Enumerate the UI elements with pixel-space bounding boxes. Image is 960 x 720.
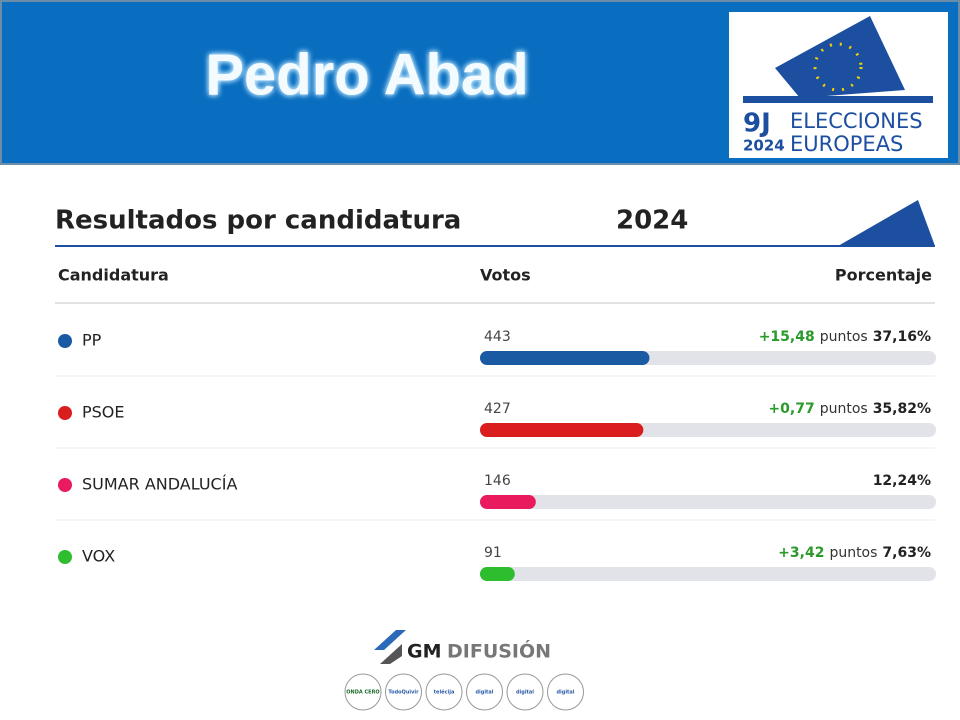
bar (480, 567, 515, 581)
percentage: +15,48 puntos 37,16% (759, 329, 931, 345)
logo-year: 2024 (743, 137, 785, 155)
media-name: digital (475, 690, 493, 696)
change: +15,48 (759, 329, 815, 345)
party-name: VOX (82, 547, 115, 566)
logo-line1: ELECCIONES (790, 109, 923, 133)
column-header: Votos (480, 266, 531, 285)
media-logo (547, 673, 584, 711)
bar (480, 495, 536, 509)
media-logo (506, 673, 544, 711)
section-flag (838, 200, 935, 246)
votes: 146 (484, 473, 511, 489)
brand: GM (407, 641, 442, 663)
percent-label: 12,24% (873, 473, 931, 489)
section-year: 2024 (616, 206, 688, 236)
logo-flag (775, 16, 905, 98)
bar (480, 351, 650, 365)
votes: 443 (484, 329, 511, 345)
column-header: Candidatura (58, 266, 169, 285)
party-dot (58, 550, 72, 564)
percent-label: 37,16% (873, 329, 931, 345)
votes: 427 (484, 401, 511, 417)
change-unit: puntos (820, 401, 868, 417)
logo-line2: EUROPEAS (790, 132, 903, 156)
section-title: Resultados por candidatura (55, 206, 461, 236)
party-dot (58, 406, 72, 420)
media-name: TodoQuivir (388, 690, 419, 696)
media-logo (344, 673, 382, 711)
logo-day: 9J (743, 109, 771, 139)
media-name: ONDA CERO (346, 690, 379, 696)
percentage: +0,77 puntos 35,82% (768, 401, 931, 417)
change: +3,42 (778, 545, 824, 561)
logo-stars (813, 42, 863, 92)
bar-track (480, 567, 936, 581)
bar-track (480, 495, 936, 509)
change-unit: puntos (829, 545, 877, 561)
media-name: telécija (434, 689, 455, 696)
media-name: digital (556, 690, 574, 696)
votes: 91 (484, 545, 502, 561)
party-name: PSOE (82, 403, 125, 422)
media-logo (425, 673, 463, 711)
percent-label: 35,82% (873, 401, 931, 417)
logo-bar (743, 96, 933, 103)
gm-mark (380, 644, 402, 664)
brand: DIFUSIÓN (447, 639, 551, 663)
percent-label: 7,63% (882, 545, 931, 561)
gm-mark (374, 630, 406, 650)
column-header: Porcentaje (835, 266, 932, 285)
party-name: PP (82, 331, 102, 350)
bar (480, 423, 644, 437)
party-name: SUMAR ANDALUCÍA (82, 475, 237, 494)
banner-title: Pedro Abad (205, 42, 528, 107)
percentage: +3,42 puntos 7,63% (778, 545, 931, 561)
percentage: 12,24% (873, 473, 931, 489)
media-logo (385, 673, 422, 711)
change-unit: puntos (820, 329, 868, 345)
media-name: digital (516, 690, 534, 696)
party-dot (58, 478, 72, 492)
change: +0,77 (768, 401, 814, 417)
party-dot (58, 334, 72, 348)
media-logo (466, 673, 503, 711)
